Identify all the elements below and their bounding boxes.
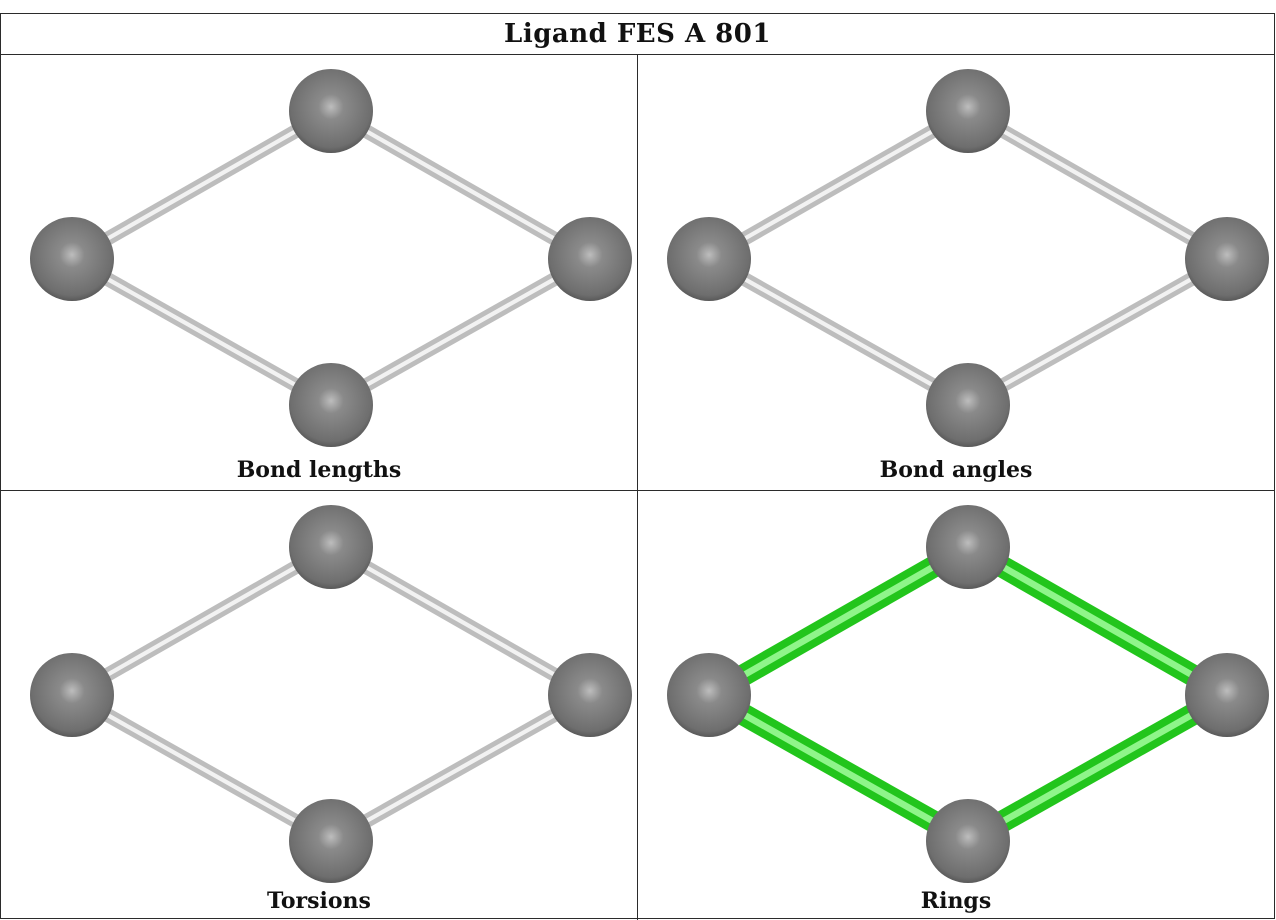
column-divider: [637, 55, 638, 920]
atom: [289, 505, 373, 589]
atom: [289, 799, 373, 883]
bond-highlight: [966, 109, 1229, 261]
figure-frame: Ligand FES A 801 Bond lengths Bond angle…: [0, 13, 1275, 920]
molecule-image: [667, 505, 1269, 883]
atom: [289, 69, 373, 153]
atom: [548, 217, 632, 301]
panel-caption: Bond angles: [879, 457, 1033, 483]
molecule-image: [30, 505, 632, 883]
atom: [926, 799, 1010, 883]
molecule-image: [667, 69, 1269, 447]
bond-highlight: [966, 544, 1229, 698]
bond-highlight: [707, 257, 970, 407]
bond-highlight: [329, 693, 592, 843]
bond-highlight: [70, 109, 333, 261]
panel-caption: Bond lengths: [236, 457, 402, 483]
molecule-image: [30, 69, 632, 447]
title-divider: [1, 54, 1274, 55]
bond-highlight: [329, 257, 592, 407]
panel-caption: Torsions: [267, 888, 371, 914]
bond-highlight: [70, 693, 333, 843]
panel-caption: Rings: [920, 888, 992, 914]
atom: [926, 505, 1010, 589]
atom: [289, 363, 373, 447]
bond-highlight: [707, 544, 970, 698]
atom: [667, 653, 751, 737]
atom: [926, 363, 1010, 447]
atom: [30, 653, 114, 737]
panel-bond-angles: Bond angles: [638, 55, 1274, 490]
atom: [548, 653, 632, 737]
bond-highlight: [966, 692, 1229, 844]
bond-highlight: [707, 692, 970, 844]
atom: [1185, 217, 1269, 301]
atom: [30, 217, 114, 301]
bond-highlight: [329, 545, 592, 697]
panel-bond-lengths: Bond lengths: [1, 55, 637, 490]
atom: [1185, 653, 1269, 737]
atom: [667, 217, 751, 301]
panel-torsions: Torsions: [1, 491, 637, 919]
atom: [926, 69, 1010, 153]
bond-highlight: [329, 109, 592, 261]
panel-rings: Rings: [638, 491, 1274, 919]
figure-title: Ligand FES A 801: [504, 19, 771, 49]
bond-highlight: [70, 545, 333, 697]
bond-highlight: [966, 257, 1229, 407]
bond-highlight: [70, 257, 333, 407]
bond-highlight: [707, 109, 970, 261]
